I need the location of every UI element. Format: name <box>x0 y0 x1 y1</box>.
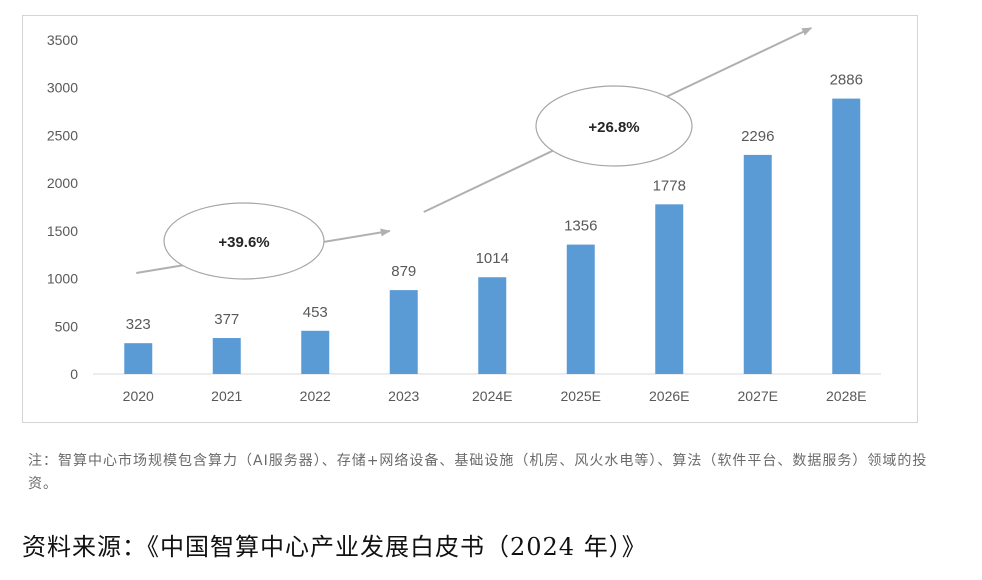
y-tick-label: 3000 <box>47 80 78 96</box>
x-tick-label: 2025E <box>561 388 601 404</box>
data-label: 377 <box>214 311 239 328</box>
data-label: 1356 <box>564 218 597 235</box>
data-label: 879 <box>391 263 416 280</box>
bar-2024E <box>478 277 507 374</box>
data-label: 323 <box>126 316 151 333</box>
bar-2026E <box>655 204 684 374</box>
y-tick-label: 1000 <box>47 271 78 287</box>
growth-annotations: +39.6% +26.8% <box>136 27 813 280</box>
x-tick-label: 2020 <box>123 388 154 404</box>
y-tick-label: 2000 <box>47 175 78 191</box>
bar-2021 <box>212 338 241 374</box>
x-tick-label: 2027E <box>738 388 778 404</box>
data-label: 1014 <box>476 250 509 267</box>
data-label: 1778 <box>653 177 686 194</box>
bars: 323 377 453 879 1014 1356 1778 2296 2886 <box>124 72 863 374</box>
chart-footnote: 注：智算中心市场规模包含算力（AI服务器）、存储+网络设备、基础设施（机房、风火… <box>28 453 928 492</box>
growth-ellipse <box>163 202 325 280</box>
y-tick-label: 3500 <box>47 32 78 48</box>
bar-2025E <box>566 244 595 374</box>
chart-frame: 0 500 1000 1500 2000 2500 3000 3500 323 377 453 87… <box>22 15 918 423</box>
bar-2027E <box>743 154 772 374</box>
x-axis-ticks: 2020 2021 2022 2023 2024E 2025E 2026E 2027E 2028… <box>123 388 867 404</box>
y-tick-label: 2500 <box>47 127 78 143</box>
bar-2023 <box>389 290 418 374</box>
growth-ellipse <box>535 85 693 167</box>
growth-rate-label: +39.6% <box>218 234 269 251</box>
x-tick-label: 2024E <box>472 388 512 404</box>
y-axis-ticks: 0 500 1000 1500 2000 2500 3000 3500 <box>47 32 78 382</box>
y-tick-label: 500 <box>55 318 79 334</box>
source-citation: 资料来源：《中国智算中心产业发展白皮书（2024 年）》 <box>22 533 647 561</box>
y-tick-label: 0 <box>70 366 78 382</box>
x-tick-label: 2022 <box>300 388 331 404</box>
data-label: 2886 <box>830 72 863 89</box>
growth-rate-label: +26.8% <box>588 119 639 136</box>
bar-2020 <box>124 343 153 374</box>
x-tick-label: 2026E <box>649 388 689 404</box>
bar-chart: 0 500 1000 1500 2000 2500 3000 3500 323 377 453 87… <box>47 27 881 404</box>
data-label: 2296 <box>741 128 774 145</box>
x-tick-label: 2023 <box>388 388 419 404</box>
bar-2028E <box>832 98 861 374</box>
x-tick-label: 2028E <box>826 388 866 404</box>
x-tick-label: 2021 <box>211 388 242 404</box>
data-label: 453 <box>303 304 328 321</box>
bar-2022 <box>301 330 330 374</box>
y-tick-label: 1500 <box>47 223 78 239</box>
